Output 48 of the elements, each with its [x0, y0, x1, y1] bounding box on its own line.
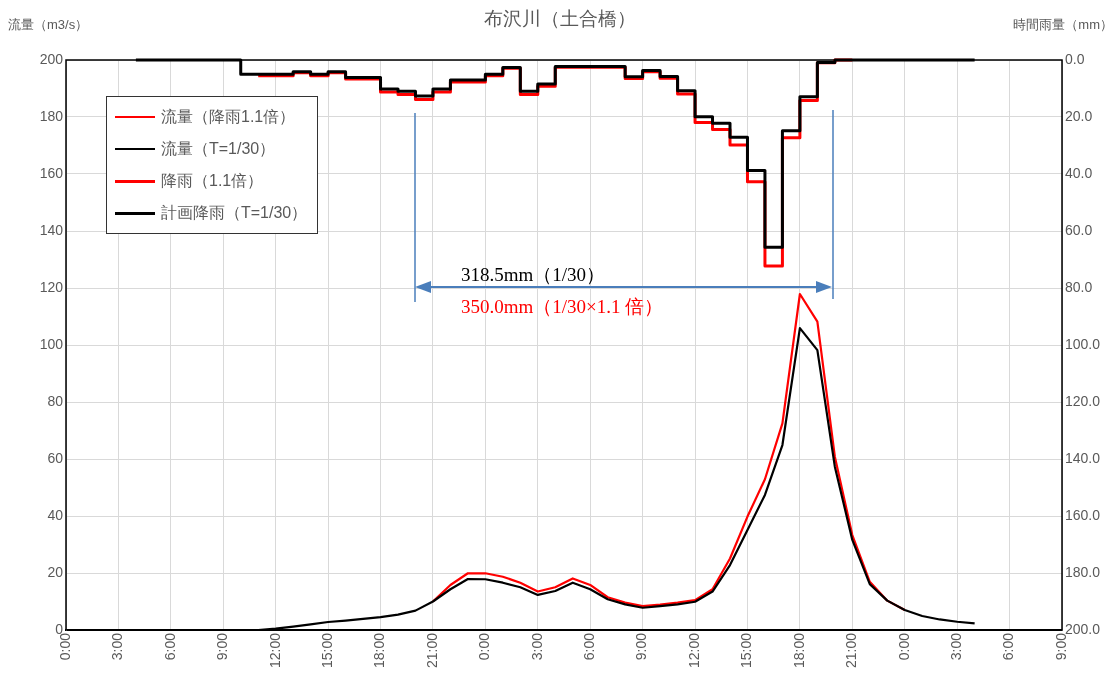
y2-tick-label: 180.0 — [1065, 563, 1101, 580]
x-tick-label: 3:00 — [109, 632, 126, 661]
x-tick-label: 15:00 — [318, 632, 335, 669]
y-tick-label: 120 — [39, 278, 64, 295]
y2-tick-label: 20.0 — [1065, 107, 1093, 124]
y2-tick-label: 80.0 — [1065, 278, 1093, 295]
annotation: 350.0mm（1/30×1.1 倍） — [461, 295, 664, 319]
x-tick-label: 0:00 — [895, 632, 912, 661]
y-tick-label: 200 — [39, 50, 64, 67]
y-tick-label: 160 — [39, 164, 64, 181]
x-tick-label: 21:00 — [843, 632, 860, 669]
annotation: 318.5mm（1/30） — [461, 263, 606, 287]
y2-tick-label: 100.0 — [1065, 335, 1101, 352]
y2-tick-label: 120.0 — [1065, 392, 1101, 409]
x-tick-label: 12:00 — [685, 632, 702, 669]
x-tick-label: 0:00 — [476, 632, 493, 661]
x-tick-label: 9:00 — [214, 632, 231, 661]
legend-label: 降雨（1.1倍） — [161, 170, 264, 191]
y-tick-label: 100 — [39, 335, 64, 352]
y-axis-title: 流量（m3/s） — [8, 16, 89, 34]
x-tick-label: 3:00 — [528, 632, 545, 661]
y2-axis-title: 時間雨量（mm） — [1013, 16, 1113, 34]
y2-tick-label: 160.0 — [1065, 506, 1101, 523]
x-tick-label: 15:00 — [738, 632, 755, 669]
x-tick-label: 3:00 — [948, 632, 965, 661]
y-tick-label: 20 — [47, 563, 64, 580]
legend-label: 流量（T=1/30） — [161, 138, 276, 159]
chart-title: 布沢川（土合橋） — [483, 8, 636, 29]
y2-tick-label: 200.0 — [1065, 620, 1101, 637]
y-tick-label: 80 — [47, 392, 64, 409]
x-tick-label: 6:00 — [161, 632, 178, 661]
y2-tick-label: 140.0 — [1065, 449, 1101, 466]
y2-tick-label: 40.0 — [1065, 164, 1093, 181]
y-tick-label: 180 — [39, 107, 64, 124]
legend-label: 計画降雨（T=1/30） — [161, 202, 308, 223]
x-tick-label: 6:00 — [581, 632, 598, 661]
y2-tick-label: 60.0 — [1065, 221, 1093, 238]
x-tick-label: 18:00 — [371, 632, 388, 669]
y2-tick-label: 0.0 — [1065, 50, 1085, 67]
y-tick-label: 40 — [47, 506, 64, 523]
x-tick-label: 9:00 — [633, 632, 650, 661]
legend-label: 流量（降雨1.1倍） — [161, 106, 296, 127]
x-tick-label: 21:00 — [423, 632, 440, 669]
x-tick-label: 12:00 — [266, 632, 283, 669]
x-tick-label: 6:00 — [1000, 632, 1017, 661]
y-tick-label: 60 — [47, 449, 64, 466]
x-tick-label: 18:00 — [790, 632, 807, 669]
y-tick-label: 140 — [39, 221, 64, 238]
